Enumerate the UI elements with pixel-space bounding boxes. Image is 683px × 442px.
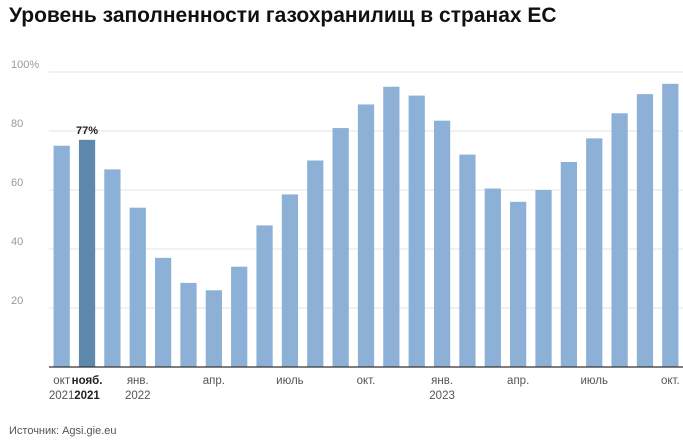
y-tick-label: 100% [11,59,39,71]
bar [205,290,222,367]
x-tick-label: нояб. [72,375,103,387]
y-tick-label: 20 [11,295,23,307]
bar [383,86,400,367]
bar [408,95,425,367]
bar [256,225,273,367]
x-tick-label: апр. [203,375,225,387]
bar [78,139,96,367]
bar [231,266,248,367]
y-tick-label: 40 [11,236,23,248]
bar [611,113,628,367]
bar [459,154,476,367]
y-tick-label: 60 [11,177,23,189]
bar [307,160,324,367]
x-tick-label-year: 2021 [74,390,100,402]
y-tick-label: 80 [11,118,23,130]
x-tick-label-year: 2022 [125,390,151,402]
x-tick-label-year: 2023 [429,390,455,402]
bar [104,169,121,367]
bar [535,190,552,367]
source-note: Источник: Agsi.gie.eu [9,425,117,437]
bar [357,104,375,367]
bar [484,188,501,367]
chart-title: Уровень заполненности газохранилищ в стр… [9,4,557,27]
bar [636,94,654,367]
x-tick-label: апр. [507,375,529,387]
bar [332,128,349,367]
highlight-data-label: 77% [76,125,98,137]
bar [129,207,146,367]
x-tick-label: июль [276,375,304,387]
bar [155,257,172,367]
bar [662,83,679,368]
bar [433,120,451,367]
bar [510,201,527,367]
x-tick-label: окт. [661,375,680,387]
x-tick-label: окт. [357,375,376,387]
x-tick-label: янв. [127,375,149,387]
x-tick-label: окт [53,375,71,387]
bar [586,138,603,367]
bar [281,194,299,367]
x-tick-label-year: 2021 [49,390,75,402]
x-tick-label: июль [580,375,608,387]
x-tick-label: янв. [431,375,453,387]
bar [560,161,577,367]
bar [53,145,70,367]
bar [180,282,197,367]
